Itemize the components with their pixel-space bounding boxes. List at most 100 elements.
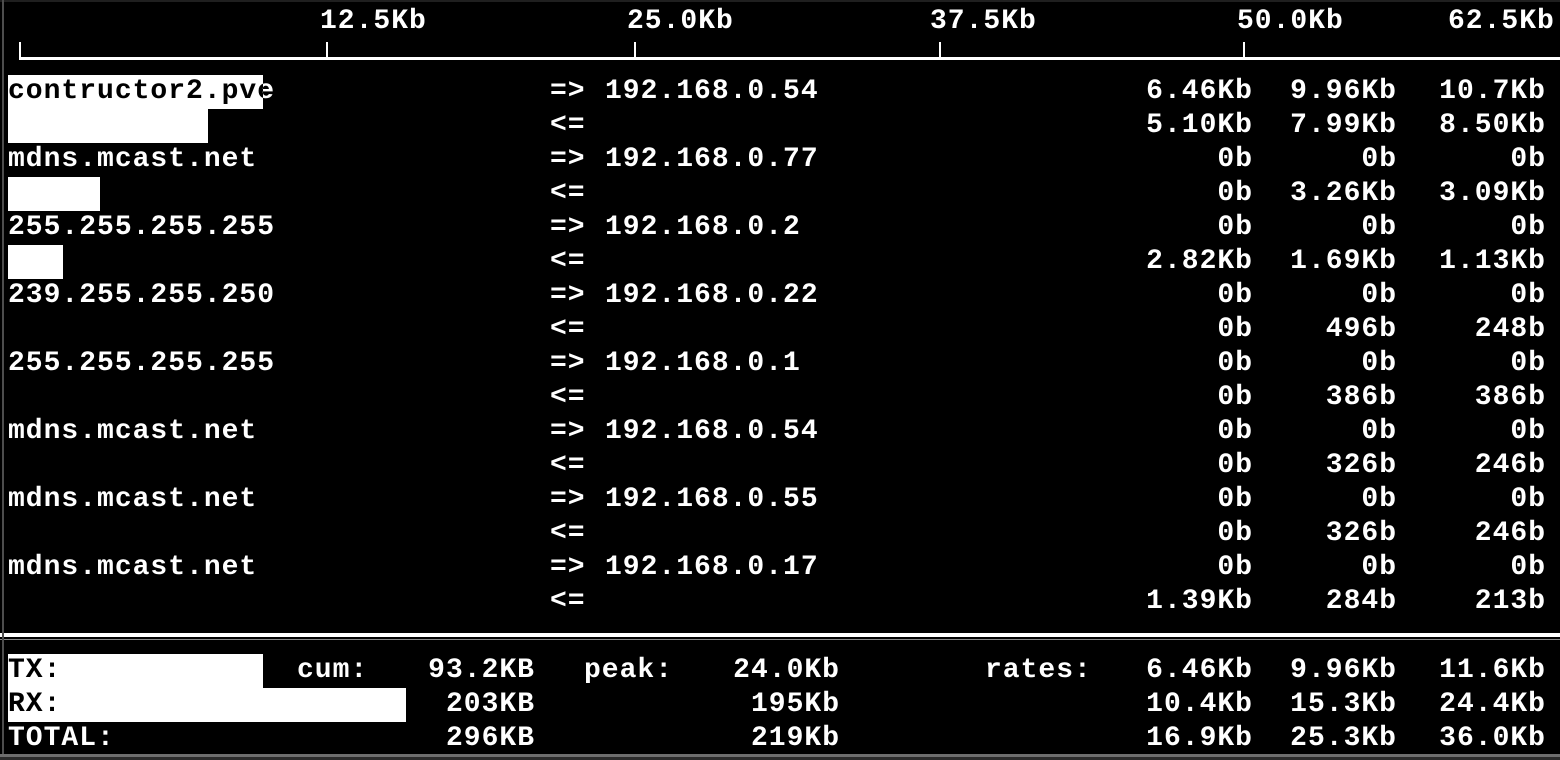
rate-40s: 0b (1510, 212, 1546, 243)
local-host: 239.255.255.250 (8, 280, 276, 311)
rate-40s: 246b (1474, 450, 1546, 481)
rate-40s: 11.6Kb (1439, 655, 1546, 686)
totals-row-label: TX: (8, 655, 62, 686)
rate-2s: 0b (1217, 144, 1253, 175)
rate-2s: 0b (1217, 382, 1253, 413)
rate-10s: 386b (1325, 382, 1397, 413)
scale-tick (939, 42, 941, 58)
rate-10s: 7.99Kb (1290, 110, 1397, 141)
local-host: mdns.mcast.net (8, 416, 258, 447)
peak-column-label: peak: (584, 655, 674, 686)
rate-10s: 0b (1361, 552, 1397, 583)
rate-10s: 284b (1325, 586, 1397, 617)
rx-arrow: <= (550, 518, 586, 549)
cum-column-label: cum: (297, 655, 369, 686)
cum-value: 203KB (445, 689, 535, 720)
tx-arrow: => (550, 416, 586, 447)
rate-2s: 6.46Kb (1146, 76, 1253, 107)
rate-40s: 0b (1510, 280, 1546, 311)
rate-2s: 0b (1217, 450, 1253, 481)
peak-value: 195Kb (750, 689, 840, 720)
scale-label: 62.5Kb (1448, 6, 1555, 37)
local-host: mdns.mcast.net (8, 552, 258, 583)
rates-column-label: rates: (985, 655, 1092, 686)
rate-40s: 246b (1474, 518, 1546, 549)
rate-2s: 10.4Kb (1146, 689, 1253, 720)
window-edge-bottom-shadow (0, 757, 1560, 760)
tx-arrow: => (550, 348, 586, 379)
scale-tick (19, 42, 21, 58)
rate-40s: 0b (1510, 484, 1546, 515)
rate-40s: 8.50Kb (1439, 110, 1546, 141)
rate-10s: 9.96Kb (1290, 655, 1397, 686)
rate-10s: 496b (1325, 314, 1397, 345)
rate-2s: 2.82Kb (1146, 246, 1253, 277)
rate-10s: 0b (1361, 280, 1397, 311)
cum-value: 93.2KB (428, 655, 535, 686)
rate-10s: 0b (1361, 212, 1397, 243)
rate-40s: 0b (1510, 416, 1546, 447)
window-edge-bottom (0, 754, 1560, 757)
rate-40s: 0b (1510, 552, 1546, 583)
rate-40s: 386b (1474, 382, 1546, 413)
rate-40s: 1.13Kb (1439, 246, 1546, 277)
scale-label: 25.0Kb (627, 6, 734, 37)
rate-10s: 0b (1361, 348, 1397, 379)
rate-10s: 326b (1325, 518, 1397, 549)
totals-bandwidth-bar (8, 688, 406, 722)
scale-tick (1243, 42, 1245, 58)
tx-arrow: => (550, 280, 586, 311)
rate-2s: 0b (1217, 552, 1253, 583)
rate-40s: 213b (1474, 586, 1546, 617)
cum-value: 296KB (445, 723, 535, 754)
scale-label: 12.5Kb (320, 6, 427, 37)
rx-arrow: <= (550, 246, 586, 277)
rate-10s: 15.3Kb (1290, 689, 1397, 720)
local-host: 255.255.255.255 (8, 212, 276, 243)
rate-2s: 16.9Kb (1146, 723, 1253, 754)
peak-value: 219Kb (750, 723, 840, 754)
rate-10s: 0b (1361, 416, 1397, 447)
totals-separator-shadow (0, 639, 1560, 640)
rate-40s: 10.7Kb (1439, 76, 1546, 107)
rate-40s: 36.0Kb (1439, 723, 1546, 754)
rate-2s: 0b (1217, 348, 1253, 379)
rate-2s: 0b (1217, 518, 1253, 549)
scale-tick (326, 42, 328, 58)
totals-separator-line (0, 633, 1560, 637)
bandwidth-bar-rx (8, 177, 100, 211)
rx-arrow: <= (550, 586, 586, 617)
local-host: mdns.mcast.net (8, 484, 258, 515)
rate-2s: 0b (1217, 484, 1253, 515)
rate-2s: 0b (1217, 178, 1253, 209)
rx-arrow: <= (550, 314, 586, 345)
rate-40s: 0b (1510, 348, 1546, 379)
rate-2s: 0b (1217, 212, 1253, 243)
rate-2s: 0b (1217, 280, 1253, 311)
tx-arrow: => (550, 144, 586, 175)
rx-arrow: <= (550, 110, 586, 141)
rate-40s: 24.4Kb (1439, 689, 1546, 720)
rate-40s: 0b (1510, 144, 1546, 175)
remote-host: 192.168.0.1 (605, 348, 801, 379)
remote-host: 192.168.0.55 (605, 484, 819, 515)
scale-label: 37.5Kb (930, 6, 1037, 37)
totals-row-label: TOTAL: (8, 723, 115, 754)
bandwidth-bar-tx (8, 75, 263, 109)
rate-2s: 0b (1217, 416, 1253, 447)
tx-arrow: => (550, 552, 586, 583)
tx-arrow: => (550, 484, 586, 515)
remote-host: 192.168.0.54 (605, 416, 819, 447)
local-host: mdns.mcast.net (8, 144, 258, 175)
rate-2s: 6.46Kb (1146, 655, 1253, 686)
tx-arrow: => (550, 76, 586, 107)
rate-10s: 0b (1361, 144, 1397, 175)
totals-row-label: RX: (8, 689, 62, 720)
bandwidth-bar-rx (8, 245, 63, 279)
rate-2s: 0b (1217, 314, 1253, 345)
rate-2s: 5.10Kb (1146, 110, 1253, 141)
window-edge-left (2, 0, 4, 760)
scale-axis-line (19, 57, 1560, 60)
rate-10s: 9.96Kb (1290, 76, 1397, 107)
